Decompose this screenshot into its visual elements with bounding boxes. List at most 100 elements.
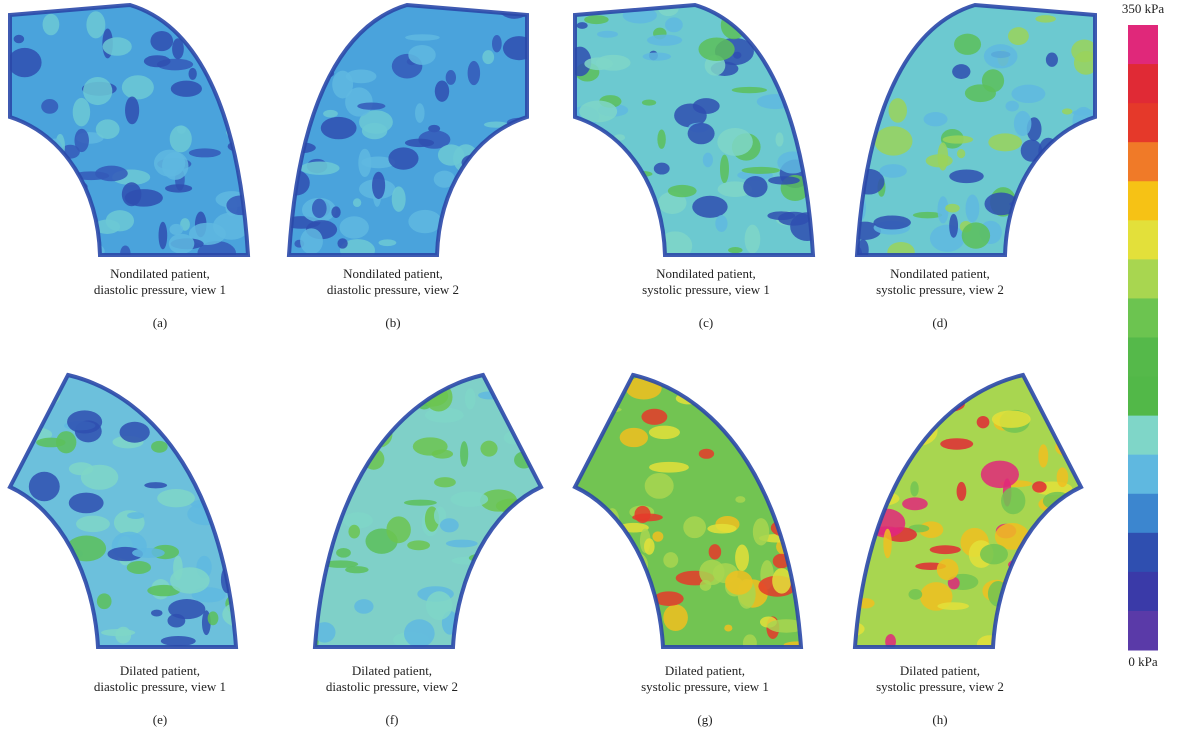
stress-patch: [907, 417, 935, 428]
stress-patch: [360, 381, 375, 409]
stress-patch: [663, 604, 688, 631]
stress-patch: [767, 407, 798, 421]
colorbar-band: [1128, 494, 1158, 534]
stress-patch: [1077, 235, 1110, 258]
stress-patch: [63, 597, 90, 614]
colorbar-band: [1128, 416, 1158, 456]
stress-patch: [150, 31, 173, 51]
stress-patch: [354, 371, 373, 391]
stress-patch: [404, 500, 437, 506]
stress-patch: [122, 182, 142, 206]
stress-patch: [761, 8, 783, 28]
stress-patch: [170, 126, 192, 153]
panel-label: (g): [697, 712, 712, 727]
stress-patch: [407, 540, 430, 550]
stress-patch: [225, 0, 237, 13]
stress-patch: [345, 566, 368, 573]
stress-patch: [31, 613, 65, 626]
stress-patch: [1062, 108, 1072, 114]
stress-patch: [643, 52, 671, 60]
stress-patch: [977, 635, 1003, 654]
stress-patch: [127, 561, 151, 574]
stress-patch: [1057, 467, 1069, 487]
stress-patch: [984, 44, 1018, 68]
stress-patch: [1048, 180, 1066, 199]
stress-patch: [154, 150, 185, 177]
stress-patch: [1032, 481, 1047, 492]
stress-patch: [465, 388, 476, 409]
stress-patch: [597, 31, 618, 38]
stress-patch: [22, 589, 52, 606]
stress-patch: [1014, 111, 1032, 136]
stress-patch: [1005, 101, 1018, 112]
stress-patch: [482, 50, 494, 64]
stress-patch: [189, 393, 218, 420]
stress-patch: [1069, 449, 1091, 458]
stress-patch: [707, 524, 736, 534]
stress-patch: [586, 382, 605, 392]
caption-line: diastolic pressure, view 1: [94, 282, 226, 297]
stress-patch: [652, 531, 663, 541]
stress-patch: [698, 38, 734, 61]
stress-patch: [1038, 444, 1048, 467]
stress-patch: [788, 421, 801, 448]
stress-patch: [103, 37, 132, 56]
stress-map: [0, 0, 259, 265]
stress-patch: [977, 416, 990, 428]
stress-patch: [940, 438, 973, 449]
colorbar: [1128, 25, 1158, 651]
stress-patch: [870, 35, 909, 51]
stress-patch: [837, 385, 868, 393]
stress-patch: [31, 640, 62, 652]
stress-map: [565, 371, 828, 655]
stress-patch: [527, 526, 556, 554]
stress-map: [0, 375, 258, 652]
stress-patch: [460, 441, 468, 467]
stress-patch: [343, 441, 376, 454]
stress-patch: [233, 465, 247, 483]
caption-line: diastolic pressure, view 2: [327, 282, 459, 297]
stress-patch: [14, 35, 25, 44]
stress-patch: [848, 43, 882, 72]
stress-map: [847, 0, 1111, 262]
stress-patch: [575, 529, 591, 554]
stress-patch: [577, 22, 588, 29]
stress-patch: [514, 209, 526, 221]
stress-patch: [889, 98, 907, 123]
stress-patch: [140, 389, 155, 406]
stress-patch: [795, 561, 825, 571]
stress-patch: [392, 186, 406, 211]
stress-patch: [1001, 487, 1025, 514]
stress-patch: [202, 468, 216, 491]
stress-patch: [408, 45, 435, 65]
stress-patch: [879, 164, 906, 178]
colorbar-max-label: 350 kPa: [1122, 1, 1164, 16]
stress-patch: [1054, 567, 1081, 594]
panel-label: (a): [153, 315, 167, 330]
stress-patch: [1006, 625, 1017, 650]
stress-patch: [837, 428, 863, 434]
stress-patch: [1080, 148, 1095, 160]
colorbar-band: [1128, 572, 1158, 612]
stress-patch: [780, 63, 807, 70]
stress-patch: [386, 516, 411, 543]
stress-patch: [283, 115, 300, 134]
stress-patch: [855, 2, 891, 20]
stress-patch: [23, 174, 60, 181]
stress-patch: [1045, 555, 1056, 561]
figure: 350 kPa 0 kPa Nondilated patient,diastol…: [0, 0, 1177, 729]
stress-patch: [169, 234, 195, 254]
stress-patch: [354, 599, 373, 614]
panel-label: (e): [153, 712, 167, 727]
stress-patch: [434, 477, 456, 487]
stress-patch: [159, 222, 168, 250]
stress-patch: [126, 391, 161, 404]
stress-patch: [206, 505, 240, 517]
stress-patch: [362, 123, 387, 139]
stress-patch: [183, 18, 220, 43]
stress-patch: [1037, 174, 1061, 204]
stress-patch: [235, 100, 259, 129]
stress-patch: [688, 123, 715, 144]
stress-patch: [937, 559, 959, 580]
stress-patch: [788, 421, 804, 442]
